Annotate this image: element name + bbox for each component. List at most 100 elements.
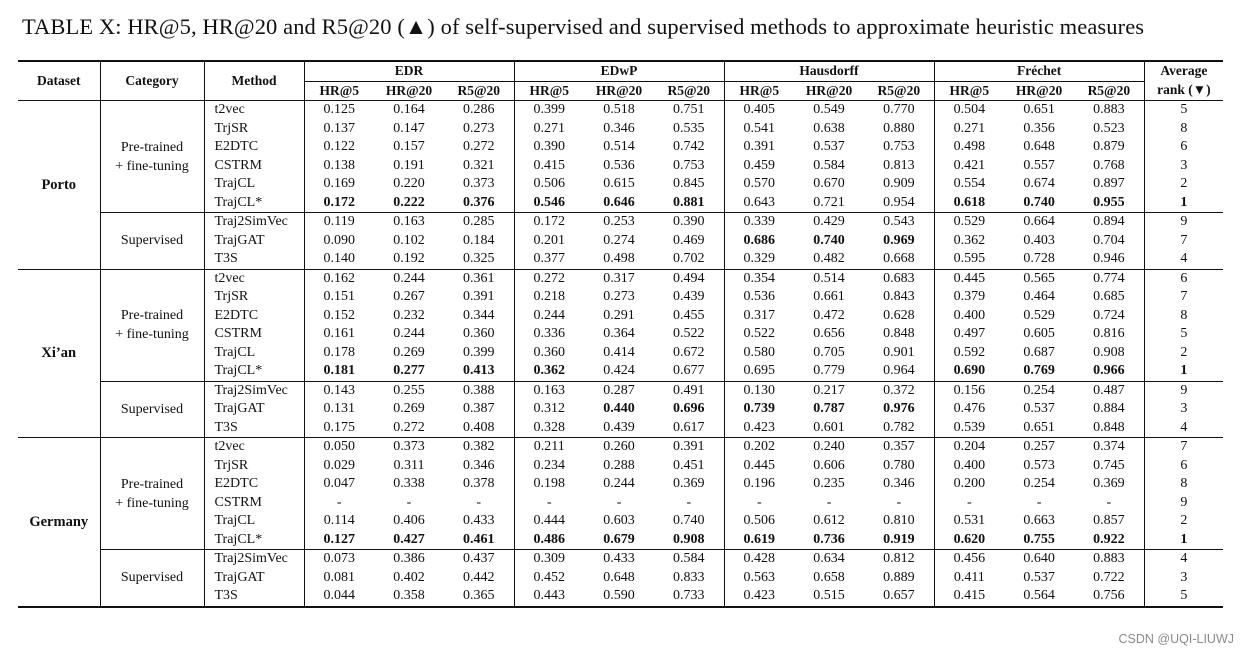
value-cell: 0.272 bbox=[514, 268, 585, 288]
value-cell: 0.346 bbox=[864, 475, 935, 494]
value-cell: 0.391 bbox=[444, 288, 515, 307]
value-cell: 0.601 bbox=[813, 419, 845, 435]
value-cell: 0.369 bbox=[654, 475, 725, 494]
value-cell: 0.770 bbox=[864, 100, 935, 120]
value-cell: 0.686 bbox=[743, 232, 776, 248]
value-cell: 0.254 bbox=[1023, 476, 1055, 491]
value-cell: 0.590 bbox=[603, 588, 635, 603]
value-cell: 0.461 bbox=[444, 530, 515, 550]
method-cell: t2vec bbox=[204, 100, 305, 120]
value-cell: 0.946 bbox=[1074, 250, 1145, 269]
value-cell: 0.260 bbox=[584, 437, 655, 457]
value-cell: 0.529 bbox=[934, 212, 1005, 232]
method-cell: TrajCL bbox=[204, 512, 305, 531]
method-cell: t2vec bbox=[204, 268, 305, 288]
category-label-line: + fine-tuning bbox=[115, 327, 189, 342]
value-cell: 0.782 bbox=[864, 418, 935, 438]
method-cell: Traj2SimVec bbox=[204, 549, 305, 569]
header-metric: R5@20 bbox=[1074, 81, 1145, 101]
value-cell: 0.889 bbox=[864, 568, 935, 587]
rank-cell: 1 bbox=[1180, 531, 1188, 547]
value-cell: 0.267 bbox=[393, 289, 425, 304]
header-group-frechet: Fréchet bbox=[934, 61, 1145, 82]
value-cell: 0.357 bbox=[864, 437, 935, 457]
value-cell: 0.244 bbox=[533, 307, 566, 323]
value-cell: 0.374 bbox=[1074, 437, 1145, 457]
value-cell: 0.487 bbox=[1074, 380, 1145, 400]
value-cell: 0.050 bbox=[304, 437, 374, 457]
value-cell: 0.427 bbox=[393, 531, 425, 547]
value-cell: 0.386 bbox=[374, 549, 444, 569]
value-cell: 0.464 bbox=[1023, 289, 1055, 304]
value-cell: 0.498 bbox=[603, 251, 635, 266]
value-cell: 0.400 bbox=[953, 457, 986, 473]
value-cell: 0.399 bbox=[444, 343, 515, 362]
value-cell: 0.537 bbox=[1023, 401, 1055, 416]
value-cell: 0.445 bbox=[743, 457, 776, 473]
value-cell: 0.922 bbox=[1074, 530, 1145, 550]
value-cell: 0.696 bbox=[654, 400, 725, 419]
value-cell: 0.955 bbox=[1074, 193, 1145, 213]
value-cell: 0.161 bbox=[323, 326, 356, 341]
table-row: TrajGAT 0.081 0.402 0.442 0.452 0.648 0.833 0.5… bbox=[18, 568, 1223, 587]
table-row: Xi’an Pre-trained + fine-tuning t2vec 0.162 0… bbox=[18, 268, 1224, 438]
value-cell: 0.740 bbox=[654, 512, 725, 531]
value-cell: 0.651 bbox=[1004, 100, 1075, 120]
value-cell: 0.570 bbox=[743, 176, 776, 191]
value-cell: 0.244 bbox=[603, 476, 635, 491]
value-cell: - bbox=[616, 494, 622, 510]
value-cell: 0.440 bbox=[603, 401, 635, 416]
value-cell: 0.658 bbox=[813, 569, 845, 585]
method-cell: Traj2SimVec bbox=[204, 380, 305, 400]
value-cell: 0.657 bbox=[864, 587, 935, 607]
value-cell: 0.137 bbox=[323, 120, 356, 136]
value-cell: 0.232 bbox=[393, 307, 425, 323]
value-cell: 0.573 bbox=[1023, 457, 1055, 473]
value-cell: 0.143 bbox=[304, 380, 374, 400]
value-cell: 0.125 bbox=[304, 100, 374, 120]
value-cell: 0.163 bbox=[514, 380, 585, 400]
value-cell: 0.648 bbox=[1023, 139, 1055, 154]
value-cell: - bbox=[864, 493, 935, 512]
method-cell: E2DTC bbox=[204, 306, 305, 325]
value-cell: 0.643 bbox=[743, 194, 776, 210]
value-cell: 0.894 bbox=[1074, 212, 1145, 232]
value-cell: 0.164 bbox=[374, 100, 444, 120]
value-cell: 0.273 bbox=[444, 119, 515, 138]
value-cell: 0.486 bbox=[533, 531, 566, 547]
value-cell: 0.620 bbox=[953, 531, 986, 547]
value-cell: 0.563 bbox=[743, 569, 776, 585]
method-cell: CSTRM bbox=[204, 493, 305, 512]
value-cell: 0.272 bbox=[393, 419, 425, 435]
value-cell: 0.044 bbox=[323, 588, 356, 603]
value-cell: 0.151 bbox=[323, 289, 356, 304]
value-cell: 0.162 bbox=[304, 268, 374, 288]
value-cell: 0.498 bbox=[953, 139, 986, 154]
value-cell: 0.755 bbox=[1023, 531, 1055, 547]
value-cell: 0.413 bbox=[444, 362, 515, 381]
value-cell: 0.433 bbox=[444, 512, 515, 531]
rank-cell: 8 bbox=[1180, 120, 1188, 136]
method-cell: T3S bbox=[204, 418, 305, 438]
value-cell: 0.564 bbox=[1023, 588, 1055, 603]
table-row: E2DTC 0.122 0.157 0.272 0.390 0.514 0.742 0.391… bbox=[18, 138, 1223, 157]
value-cell: 0.883 bbox=[1074, 100, 1145, 120]
value-cell: 0.131 bbox=[323, 401, 356, 416]
value-cell: 0.565 bbox=[1004, 268, 1075, 288]
value-cell: 0.172 bbox=[323, 194, 356, 210]
value-cell: 0.884 bbox=[1074, 400, 1145, 419]
value-cell: 0.812 bbox=[864, 549, 935, 569]
value-cell: 0.638 bbox=[813, 120, 845, 136]
header-group-edwp: EDwP bbox=[514, 61, 725, 82]
rank-cell: 8 bbox=[1180, 476, 1188, 491]
value-cell: 0.769 bbox=[1023, 363, 1055, 378]
table-row: Supervised Traj2SimVec 0.143 0.255 0.388 0.16… bbox=[18, 380, 1224, 438]
table-row: TrajCL* 0.181 0.277 0.413 0.362 0.424 0.677 0.6… bbox=[18, 362, 1223, 381]
value-cell: 0.522 bbox=[654, 325, 725, 344]
value-cell: 0.787 bbox=[813, 401, 845, 416]
value-cell: 0.683 bbox=[864, 268, 935, 288]
value-cell: 0.774 bbox=[1074, 268, 1145, 288]
value-cell: 0.663 bbox=[1023, 513, 1055, 528]
value-cell: 0.536 bbox=[603, 157, 635, 173]
value-cell: 0.234 bbox=[533, 457, 566, 473]
